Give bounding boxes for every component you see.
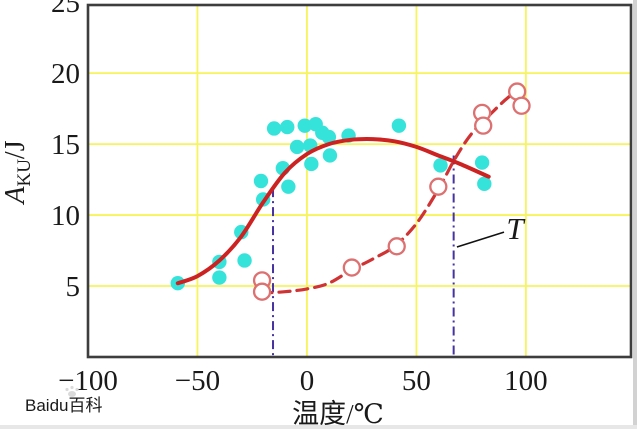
filled-data-point	[322, 148, 338, 163]
x-tick-label: 0	[300, 365, 315, 397]
watermark-paw-icon	[65, 385, 79, 397]
open-data-point	[512, 96, 531, 115]
watermark-text: Baidu百科	[25, 396, 102, 415]
y-tick-label: 15	[51, 129, 80, 161]
filled-data-point	[212, 270, 227, 285]
x-tick-label: 100	[504, 365, 548, 397]
t-annotation-label: T	[506, 211, 526, 246]
x-tick-label: −50	[175, 365, 220, 397]
y-tick-label: 5	[66, 271, 81, 303]
annotation-leader-line	[456, 231, 505, 248]
y-tick-label: 20	[51, 58, 80, 90]
filled-data-point	[391, 118, 407, 133]
filled-data-point	[280, 119, 295, 135]
filled-data-point	[297, 118, 312, 133]
y-tick-label: 10	[51, 200, 80, 232]
filled-data-point	[304, 156, 319, 172]
x-tick-label: −100	[58, 365, 118, 397]
filled-data-point	[474, 155, 490, 170]
y-tick-label: 25	[51, 0, 80, 19]
series-layer	[170, 82, 531, 357]
x-axis-title: 温度/℃	[292, 399, 384, 429]
grid-layer	[88, 5, 631, 357]
y-axis-title: AKU/J	[0, 140, 35, 205]
open-data-point	[429, 177, 448, 196]
filled-data-point	[321, 129, 337, 145]
filled-data-point	[266, 121, 282, 136]
filled-data-point	[433, 158, 448, 173]
filled-data-point	[253, 173, 269, 189]
watermark: Baidu百科	[25, 385, 102, 415]
y-axis-title-unit: /J	[0, 140, 31, 159]
open-data-point	[342, 258, 361, 277]
plot-frame	[86, 3, 633, 359]
open-data-point	[252, 282, 272, 301]
filled-data-point	[289, 139, 305, 155]
x-tick-label: 50	[402, 365, 431, 397]
open-data-point	[387, 237, 406, 256]
filled-data-point	[477, 176, 492, 192]
filled-data-point	[281, 179, 296, 194]
tick-label-layer: 5 10 15 20 25 −100 −50 0 50 100	[51, 0, 548, 397]
dashed-fit-curve	[259, 85, 525, 295]
filled-data-point	[237, 253, 252, 268]
image-bottom-border	[0, 425, 637, 429]
solid-fit-curve	[175, 137, 491, 286]
open-data-point	[474, 116, 493, 135]
y-axis-title-subscript: KU	[14, 159, 35, 187]
annotation-layer	[456, 231, 505, 248]
image-right-border	[633, 0, 637, 429]
y-axis-title-base: A	[0, 186, 31, 206]
